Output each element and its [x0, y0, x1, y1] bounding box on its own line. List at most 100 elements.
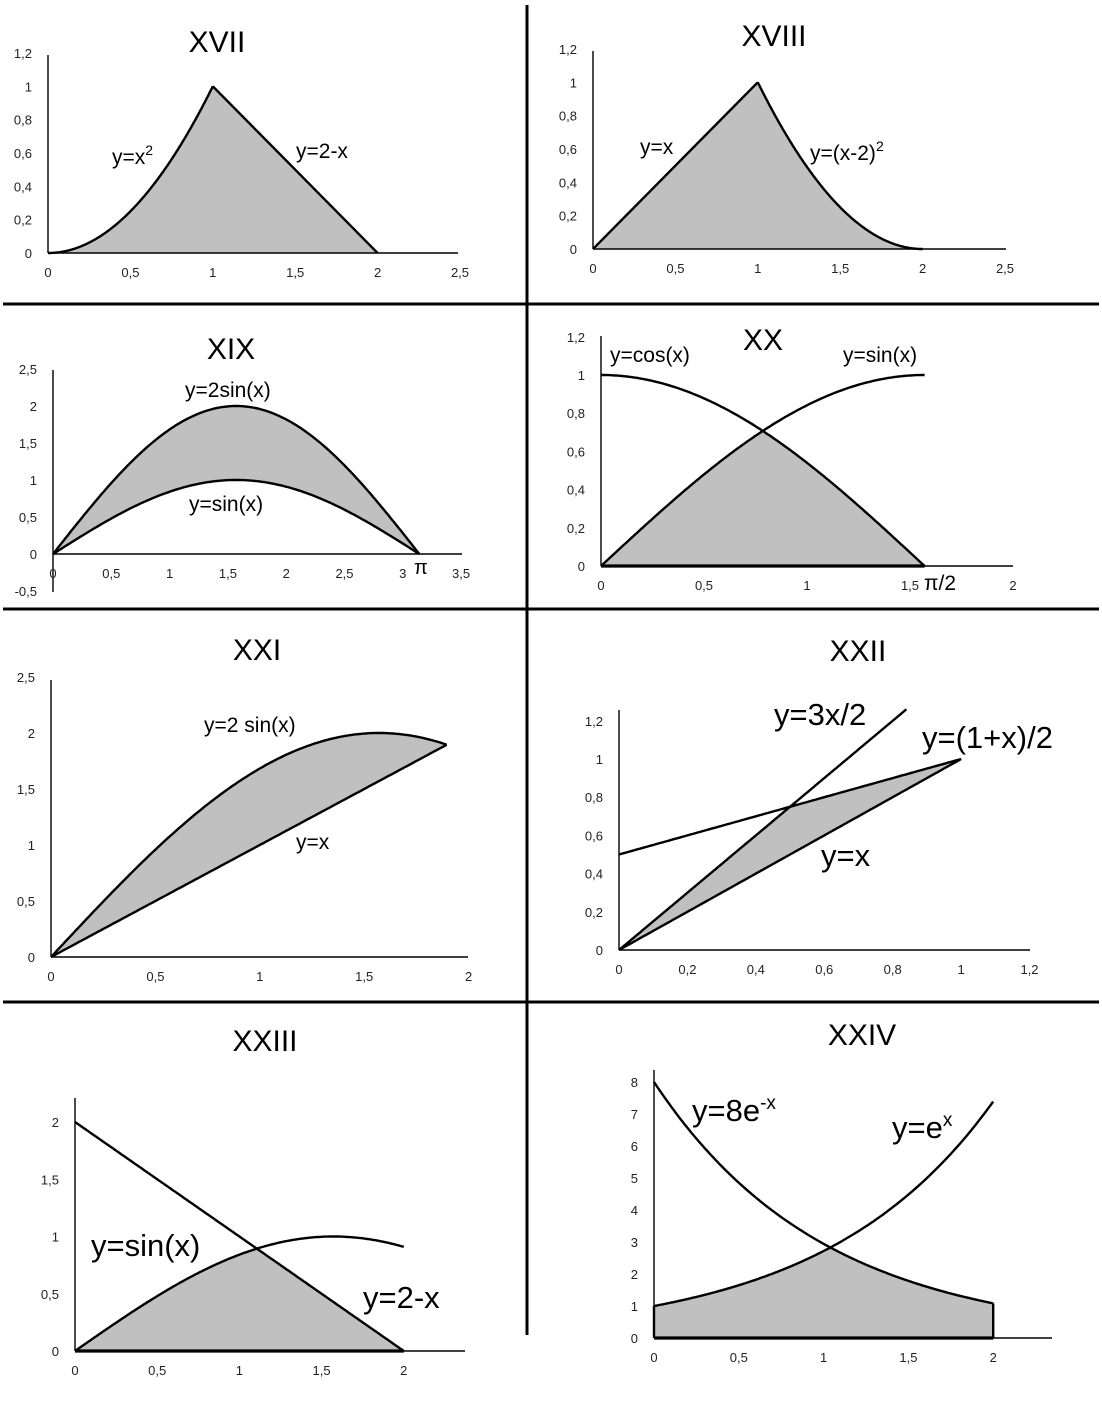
x-tick-label: 1,5 — [899, 1350, 917, 1365]
x-tick-label: 1,5 — [219, 566, 237, 581]
y-tick-label: 0 — [596, 943, 603, 958]
x-tick-label: 2 — [1009, 578, 1016, 593]
x-tick-label: 0 — [71, 1363, 78, 1378]
y-tick-label: 4 — [631, 1203, 638, 1218]
y-tick-label: 2 — [30, 399, 37, 414]
panel-title: XVII — [189, 26, 246, 59]
curve-label-sin: y=sin(x) — [843, 344, 917, 367]
y-tick-label: 0 — [631, 1331, 638, 1346]
series-curve-0 — [52, 404, 421, 555]
y-tick-label: 0,4 — [559, 175, 577, 190]
special-tick-pi: π — [414, 557, 428, 579]
y-tick-label: 1 — [570, 75, 577, 90]
x-tick-label: 3,5 — [452, 566, 470, 581]
x-tick-label: 1,2 — [1020, 962, 1038, 977]
y-tick-label: 1,2 — [567, 330, 585, 345]
y-tick-label: 0,2 — [567, 521, 585, 536]
y-tick-label: 0,4 — [585, 867, 603, 882]
curve-label-3x-over-2: y=3x/2 — [774, 697, 866, 732]
x-tick-label: 1 — [209, 265, 216, 280]
curve-label-y-equals-x: y=x — [640, 136, 674, 159]
y-tick-label: 5 — [631, 1171, 638, 1186]
series-curve-1 — [50, 743, 448, 959]
y-tick-label: 1,2 — [585, 714, 603, 729]
x-tick-label: 0,2 — [678, 962, 696, 977]
special-tick-pi-half: π/2 — [924, 572, 956, 595]
curve-label-8e-minus-x: y=8e-x — [692, 1093, 776, 1128]
panel-title: XVIII — [741, 20, 806, 53]
x-tick-label: 0,8 — [884, 962, 902, 977]
curve-label-2sin: y=2sin(x) — [185, 379, 271, 402]
panel-title: XXIII — [232, 1025, 297, 1058]
panel-xxii: XXII 0 0,2 0,4 0,6 0,8 1 1,200,20,40,60,811,2 … — [585, 635, 1053, 977]
x-tick-label: 0,5 — [121, 265, 139, 280]
y-tick-label: -0,5 — [15, 584, 37, 599]
y-tick-label: 3 — [631, 1235, 638, 1250]
y-tick-label: 0,6 — [567, 444, 585, 459]
y-tick-label: 1 — [30, 473, 37, 488]
y-tick-label: 0,2 — [14, 213, 32, 228]
x-tick-label: 2,5 — [996, 261, 1014, 276]
x-tick-label: 2 — [283, 566, 290, 581]
x-tick-label: 0,5 — [148, 1363, 166, 1378]
series-curve-1 — [600, 373, 925, 567]
shaded-region — [601, 430, 925, 566]
y-tick-label: 0 — [28, 950, 35, 965]
x-tick-label: 1 — [166, 566, 173, 581]
y-tick-label: 1,5 — [19, 436, 37, 451]
series-curve-0 — [618, 708, 908, 951]
x-tick-label: 2,5 — [335, 566, 353, 581]
series-curve-1 — [756, 81, 923, 251]
series-curve-1 — [653, 1100, 995, 1308]
y-tick-label: 0 — [570, 242, 577, 257]
curve-label-y-equals-x: y=x — [296, 831, 330, 854]
x-tick-label: 0 — [650, 1350, 657, 1365]
y-tick-label: 0,8 — [585, 790, 603, 805]
y-tick-label: 0,5 — [19, 510, 37, 525]
x-tick-label: 1,5 — [355, 969, 373, 984]
panel-xxiii: XXIII 0 0,5 1 1,5 2 0 0,5 1 1,5 2 y=sin(x) y=2-x — [41, 1025, 465, 1378]
x-tick-label: 0,5 — [666, 261, 684, 276]
x-tick-label: 1,5 — [286, 265, 304, 280]
panel-title: XXIV — [828, 1019, 896, 1052]
y-tick-label: 1 — [28, 838, 35, 853]
y-tick-label: 2,5 — [19, 362, 37, 377]
shaded-region — [593, 82, 923, 249]
y-tick-label: 8 — [631, 1075, 638, 1090]
y-tick-label: 2 — [28, 726, 35, 741]
x-tick-label: 1,5 — [313, 1363, 331, 1378]
series-curve-0 — [592, 81, 759, 250]
y-tick-label: 0,6 — [14, 146, 32, 161]
x-tick-label: 0,5 — [146, 969, 164, 984]
x-tick-label: 2 — [919, 261, 926, 276]
curve-label-x-squared: y=x2 — [112, 142, 153, 169]
panel-title: XXI — [233, 634, 281, 667]
series-curve-0 — [48, 85, 214, 255]
x-tick-label: 0 — [49, 566, 56, 581]
shaded-region — [51, 733, 447, 957]
y-tick-label: 0 — [30, 547, 37, 562]
x-tick-label: 0 — [597, 578, 604, 593]
y-tick-label: 0,8 — [559, 109, 577, 124]
series-curve-1 — [74, 1121, 405, 1352]
series-curve-1 — [211, 85, 379, 254]
curve-label-x-minus-2-squared: y=(x-2)2 — [810, 138, 884, 165]
series-curve-0 — [74, 1235, 405, 1352]
panel-title: XXII — [830, 635, 887, 668]
x-tick-label: 0 — [44, 265, 51, 280]
y-tick-label: 1,2 — [559, 42, 577, 57]
y-tick-label: 0 — [52, 1344, 59, 1359]
y-tick-label: 0,4 — [567, 483, 585, 498]
y-tick-label: 0,2 — [585, 905, 603, 920]
curve-label-e-x: y=ex — [892, 1110, 953, 1145]
y-tick-label: 0,4 — [14, 179, 32, 194]
curve-label-y-equals-x: y=x — [821, 838, 871, 873]
y-tick-label: 6 — [631, 1139, 638, 1154]
series-curve-2 — [618, 757, 962, 952]
panel-title: XX — [743, 324, 783, 357]
panel-title: XIX — [207, 333, 255, 366]
y-tick-label: 1 — [25, 79, 32, 94]
x-tick-label: 0 — [589, 261, 596, 276]
curve-label-2sin: y=2 sin(x) — [204, 714, 296, 737]
y-tick-label: 7 — [631, 1107, 638, 1122]
